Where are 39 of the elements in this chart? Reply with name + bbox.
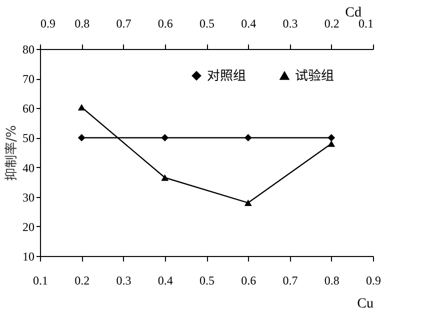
- y-tick-label: 10: [22, 250, 34, 264]
- x-tick-label: 0.6: [241, 274, 256, 288]
- x-tick-label: 0.3: [116, 274, 132, 288]
- y-tick-label: 20: [22, 220, 34, 234]
- y-tick-label: 60: [22, 102, 34, 116]
- y-tick-label: 80: [22, 42, 34, 56]
- x2-tick-label: 0.7: [116, 16, 132, 30]
- point: [78, 134, 86, 142]
- x2-tick-label: 0.8: [74, 16, 90, 30]
- point: [161, 174, 169, 181]
- x2-tick-label: 0.5: [200, 16, 214, 30]
- x-tick-label: 0.2: [74, 274, 90, 288]
- x-tick-label: 0.5: [200, 274, 214, 288]
- x2-tick-label: 0.2: [324, 16, 340, 30]
- x-tick-label: 0.8: [324, 274, 340, 288]
- x2-tick-label: 0.6: [158, 16, 173, 30]
- legend-label: 试验组: [295, 68, 334, 84]
- point: [244, 200, 252, 206]
- point: [78, 104, 86, 110]
- y-tick-label: 40: [22, 160, 34, 175]
- x-tick-label: 0.9: [366, 274, 381, 288]
- x2-tick-label: 0.1: [358, 16, 374, 30]
- point: [244, 134, 252, 142]
- y-tick-label: 30: [22, 190, 34, 204]
- x2-tick-label: 0.9: [40, 16, 56, 30]
- x-tick-label: 0.1: [33, 274, 48, 288]
- x-axis-title: Cu: [357, 296, 374, 312]
- x-tick-label: 0.4: [158, 274, 173, 288]
- point: [328, 140, 336, 147]
- x-tick-label: 0.7: [282, 274, 298, 288]
- x2-tick-label: 0.4: [241, 16, 256, 30]
- y-tick-label: 70: [22, 72, 34, 86]
- x2-axis-title: Cd: [345, 6, 362, 20]
- point: [161, 134, 169, 142]
- point: [328, 134, 336, 142]
- y-axis-title: 抑制率/%: [4, 125, 20, 181]
- x2-tick-label: 0.3: [282, 16, 298, 30]
- legend-label: 对照组: [207, 68, 246, 84]
- y-tick-label: 50: [22, 131, 34, 146]
